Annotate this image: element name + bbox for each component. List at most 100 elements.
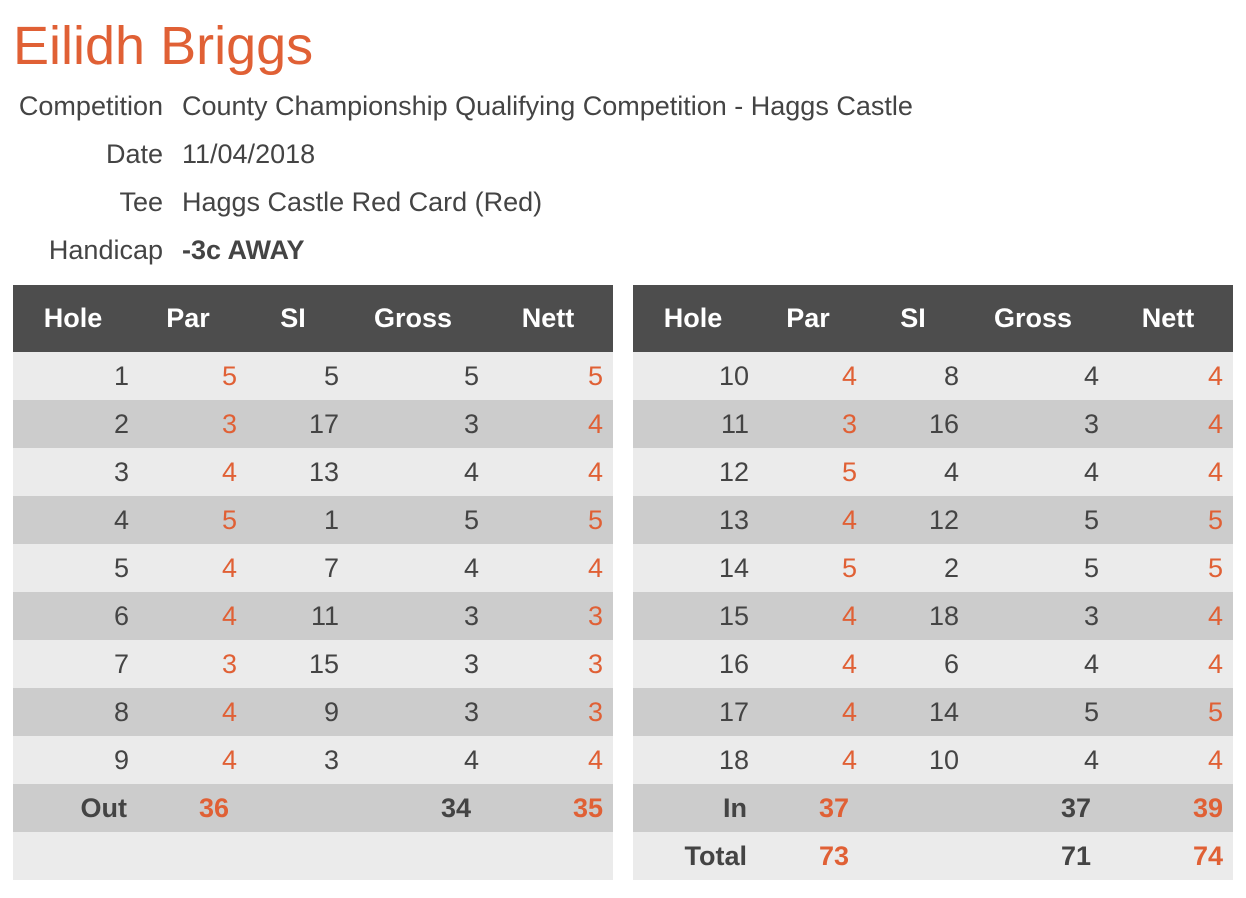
hole-par-cell: 4 xyxy=(133,592,243,640)
hole-nett-cell: 3 xyxy=(483,688,613,736)
total-row: Total 73 71 74 xyxy=(633,832,1233,880)
hole-row: 16 4 6 4 4 xyxy=(633,640,1233,688)
hole-par-cell: 4 xyxy=(133,544,243,592)
hole-par-cell: 4 xyxy=(133,688,243,736)
total-gross-cell: 34 xyxy=(343,784,483,832)
hole-row: 18 4 10 4 4 xyxy=(633,736,1233,784)
hole-hole-cell: 14 xyxy=(633,544,753,592)
hole-nett-cell: 5 xyxy=(1103,496,1233,544)
hole-si-cell: 10 xyxy=(863,736,963,784)
header-nett: Nett xyxy=(483,285,613,352)
total-nett-cell: 74 xyxy=(1103,832,1233,880)
hole-hole-cell: 4 xyxy=(13,496,133,544)
hole-si-cell: 11 xyxy=(243,592,343,640)
hole-si-cell: 5 xyxy=(243,352,343,400)
header-hole: Hole xyxy=(633,285,753,352)
total-par-cell xyxy=(133,832,243,880)
total-gross-cell: 71 xyxy=(963,832,1103,880)
hole-nett-cell: 4 xyxy=(1103,640,1233,688)
hole-hole-cell: 9 xyxy=(13,736,133,784)
hole-gross-cell: 5 xyxy=(343,352,483,400)
hole-gross-cell: 3 xyxy=(963,400,1103,448)
info-row-date: Date 11/04/2018 xyxy=(13,130,913,178)
total-nett-cell: 35 xyxy=(483,784,613,832)
hole-hole-cell: 13 xyxy=(633,496,753,544)
hole-row: 12 5 4 4 4 xyxy=(633,448,1233,496)
header-si: SI xyxy=(243,285,343,352)
total-nett-cell: 39 xyxy=(1103,784,1233,832)
hole-hole-cell: 10 xyxy=(633,352,753,400)
hole-hole-cell: 8 xyxy=(13,688,133,736)
hole-par-cell: 5 xyxy=(753,448,863,496)
header-nett: Nett xyxy=(1103,285,1233,352)
handicap-label: Handicap xyxy=(48,234,163,265)
header-par: Par xyxy=(133,285,243,352)
hole-par-cell: 4 xyxy=(753,496,863,544)
hole-par-cell: 4 xyxy=(753,640,863,688)
handicap-value: -3c AWAY xyxy=(182,234,305,265)
hole-si-cell: 9 xyxy=(243,688,343,736)
competition-info: Competition County Championship Qualifyi… xyxy=(13,82,913,274)
hole-si-cell: 14 xyxy=(863,688,963,736)
hole-row: 3 4 13 4 4 xyxy=(13,448,613,496)
total-label-cell: In xyxy=(633,784,753,832)
hole-par-cell: 5 xyxy=(753,544,863,592)
hole-row: 6 4 11 3 3 xyxy=(13,592,613,640)
hole-nett-cell: 4 xyxy=(483,400,613,448)
hole-gross-cell: 4 xyxy=(963,448,1103,496)
hole-par-cell: 4 xyxy=(753,688,863,736)
hole-row: 7 3 15 3 3 xyxy=(13,640,613,688)
hole-nett-cell: 3 xyxy=(483,592,613,640)
competition-label: Competition xyxy=(18,90,163,121)
hole-par-cell: 4 xyxy=(133,448,243,496)
hole-gross-cell: 5 xyxy=(963,688,1103,736)
hole-nett-cell: 4 xyxy=(1103,592,1233,640)
total-par-cell: 37 xyxy=(753,784,863,832)
date-label: Date xyxy=(105,138,163,169)
hole-gross-cell: 5 xyxy=(963,544,1103,592)
header-hole: Hole xyxy=(13,285,133,352)
competition-value: County Championship Qualifying Competiti… xyxy=(182,90,913,121)
hole-si-cell: 17 xyxy=(243,400,343,448)
hole-hole-cell: 6 xyxy=(13,592,133,640)
hole-par-cell: 3 xyxy=(133,400,243,448)
hole-par-cell: 4 xyxy=(133,736,243,784)
total-label-cell: Out xyxy=(13,784,133,832)
hole-par-cell: 5 xyxy=(133,496,243,544)
hole-gross-cell: 4 xyxy=(343,544,483,592)
hole-nett-cell: 4 xyxy=(483,448,613,496)
total-row: Out 36 34 35 xyxy=(13,784,613,832)
hole-si-cell: 12 xyxy=(863,496,963,544)
hole-si-cell: 4 xyxy=(863,448,963,496)
hole-par-cell: 4 xyxy=(753,736,863,784)
hole-nett-cell: 5 xyxy=(1103,688,1233,736)
hole-nett-cell: 3 xyxy=(483,640,613,688)
hole-gross-cell: 4 xyxy=(343,736,483,784)
header-gross: Gross xyxy=(343,285,483,352)
total-row: In 37 37 39 xyxy=(633,784,1233,832)
hole-hole-cell: 18 xyxy=(633,736,753,784)
hole-gross-cell: 3 xyxy=(343,640,483,688)
hole-par-cell: 5 xyxy=(133,352,243,400)
hole-gross-cell: 3 xyxy=(963,592,1103,640)
hole-si-cell: 2 xyxy=(863,544,963,592)
total-par-cell: 73 xyxy=(753,832,863,880)
total-gross-cell: 37 xyxy=(963,784,1103,832)
hole-si-cell: 1 xyxy=(243,496,343,544)
total-si-cell xyxy=(243,832,343,880)
hole-hole-cell: 16 xyxy=(633,640,753,688)
hole-row: 10 4 8 4 4 xyxy=(633,352,1233,400)
header-par: Par xyxy=(753,285,863,352)
info-row-handicap: Handicap -3c AWAY xyxy=(13,226,913,274)
info-row-competition: Competition County Championship Qualifyi… xyxy=(13,82,913,130)
hole-hole-cell: 7 xyxy=(13,640,133,688)
hole-si-cell: 15 xyxy=(243,640,343,688)
hole-gross-cell: 5 xyxy=(343,496,483,544)
scorecard-header-row: Hole Par SI Gross Nett xyxy=(633,285,1233,352)
scorecard-header-row: Hole Par SI Gross Nett xyxy=(13,285,613,352)
hole-nett-cell: 4 xyxy=(1103,352,1233,400)
